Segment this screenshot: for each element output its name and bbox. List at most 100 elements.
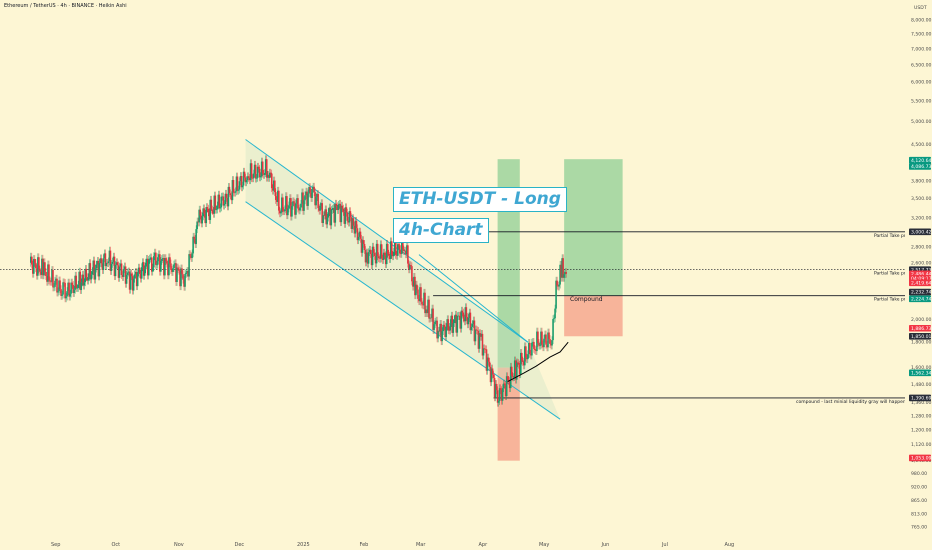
candle-body — [236, 176, 239, 191]
candle-body — [491, 368, 494, 375]
candle-body — [483, 348, 486, 350]
candle-body — [207, 208, 210, 213]
candle-body — [237, 189, 240, 191]
candle-body — [417, 289, 419, 299]
candle-body — [305, 191, 307, 196]
candle-body — [287, 208, 289, 216]
candle-body — [272, 180, 275, 191]
candle-body — [438, 330, 440, 332]
candle-body — [312, 186, 314, 190]
candle-body — [396, 244, 399, 256]
candle-body — [404, 250, 406, 252]
candle-body — [148, 258, 151, 260]
candle-body — [34, 258, 36, 263]
candle-body — [278, 190, 280, 211]
candle-body — [511, 376, 514, 378]
candle-body — [199, 209, 201, 216]
candle-body — [518, 364, 521, 375]
candle-body — [355, 220, 358, 229]
candle-body — [328, 207, 331, 213]
candle-body — [406, 245, 408, 255]
candle-body — [333, 208, 336, 223]
candle-body — [118, 266, 121, 278]
candle-body — [181, 268, 183, 275]
candle-body — [392, 251, 395, 257]
candle-body — [128, 271, 131, 290]
candle-body — [401, 238, 403, 254]
candle-body — [347, 220, 350, 223]
candle-body — [457, 315, 460, 317]
candle-body — [259, 176, 262, 178]
y-tick-label: 3,800.00 — [911, 178, 932, 184]
candle-body — [233, 192, 236, 194]
candle-body — [403, 249, 405, 252]
candle-body — [253, 164, 256, 174]
candle-body — [482, 348, 485, 356]
candle-body — [345, 207, 348, 213]
x-tick-label: Jul — [661, 542, 668, 548]
candle-body — [282, 197, 284, 212]
candle-body — [95, 264, 98, 269]
y-tick-label: 5,500.00 — [911, 98, 932, 104]
price-tag — [909, 156, 931, 164]
candle-body — [473, 320, 476, 342]
candle-body — [344, 207, 347, 224]
y-tick-label: 980.00 — [911, 471, 927, 477]
candle-body — [91, 271, 94, 275]
candle-body — [136, 272, 139, 287]
candle-body — [377, 256, 380, 259]
candle-body — [271, 188, 274, 191]
candle-body — [517, 363, 520, 365]
candle-body — [44, 262, 46, 272]
currency-label: USDT — [914, 5, 927, 11]
price-tag — [909, 454, 931, 462]
candle-body — [301, 192, 303, 204]
candle-body — [279, 210, 281, 214]
candle-body — [315, 197, 317, 206]
y-tick-label: 8,000.00 — [911, 18, 932, 24]
candle-body — [310, 192, 312, 198]
candle-body — [541, 331, 543, 345]
candle-body — [224, 193, 227, 205]
moving-average-line — [507, 341, 569, 383]
candle-body — [320, 203, 322, 206]
candle-body — [43, 262, 45, 276]
candle-body — [250, 163, 253, 179]
compound-label: Compound — [570, 296, 603, 303]
candle-body — [364, 250, 367, 263]
candle-body — [398, 244, 400, 246]
price-tag-text: 4,120.64 — [911, 158, 932, 164]
candle-body — [522, 360, 524, 362]
candle-body — [213, 195, 216, 214]
x-axis-panel — [0, 540, 905, 550]
price-tag-text: 1,390.69 — [911, 396, 932, 402]
candle-body — [53, 286, 55, 288]
candle-body — [410, 265, 412, 267]
candle-body — [149, 257, 152, 259]
candle-body — [170, 263, 172, 270]
candle-body — [528, 342, 530, 355]
candle-body — [231, 180, 234, 201]
candle-body — [558, 284, 560, 287]
candle-body — [221, 196, 224, 198]
y-tick-label: 1,480.00 — [911, 382, 932, 388]
candle-body — [121, 275, 124, 277]
candle-body — [494, 383, 497, 398]
candle-body — [232, 180, 235, 193]
candle-body — [255, 177, 258, 179]
candle-body — [164, 258, 166, 276]
candle-body — [363, 243, 366, 251]
candle-body — [51, 270, 53, 282]
candle-body — [229, 193, 232, 196]
y-tick-label: 3,500.00 — [911, 196, 932, 202]
candle-body — [85, 268, 88, 278]
candle-body — [521, 352, 523, 361]
x-tick-label: Mar — [416, 542, 426, 548]
candle-body — [311, 189, 313, 198]
candle-body — [449, 323, 452, 331]
candle-body — [565, 272, 567, 274]
candle-body — [540, 331, 542, 346]
candle-body — [286, 196, 288, 216]
candle-body — [113, 256, 116, 277]
